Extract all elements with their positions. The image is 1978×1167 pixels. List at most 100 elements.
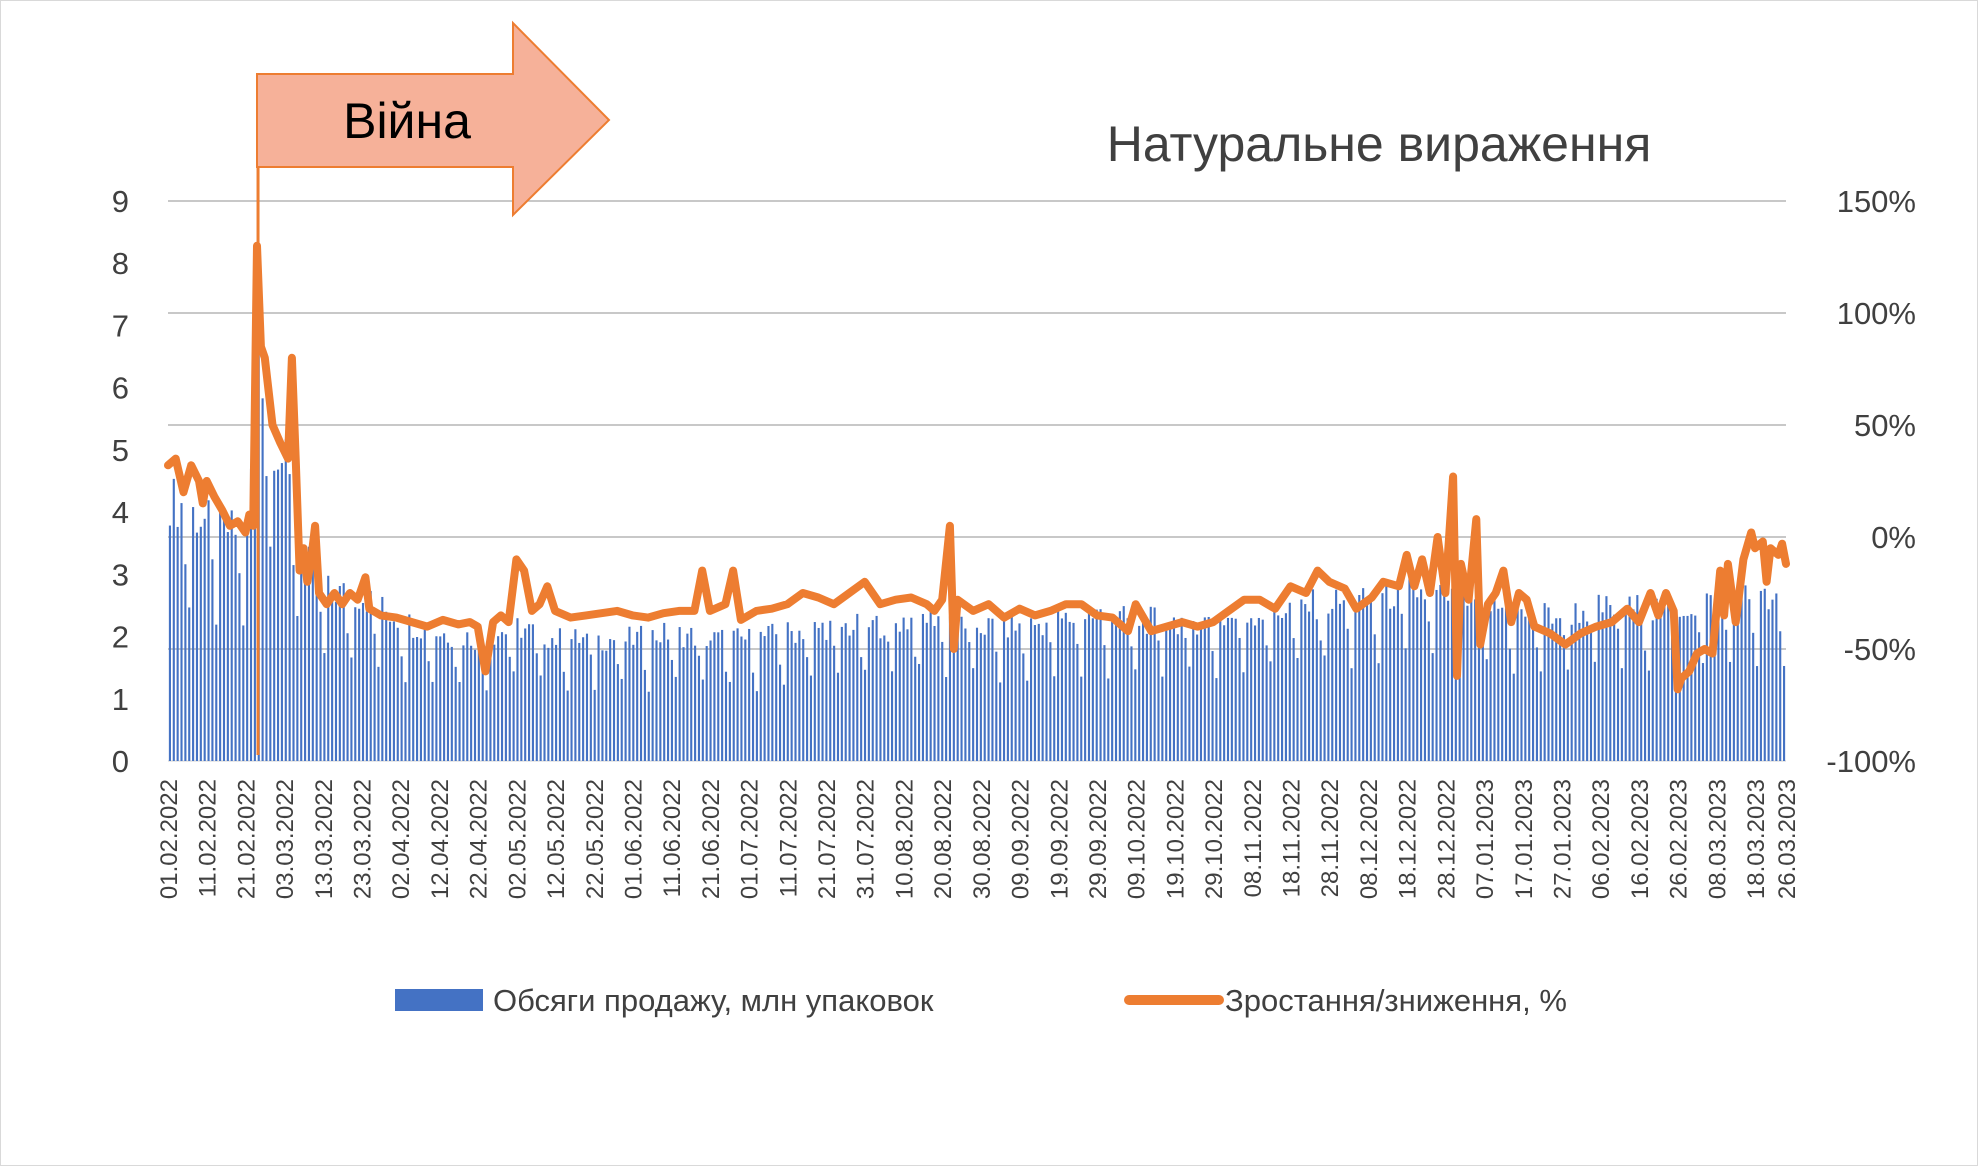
bar [1481, 624, 1484, 761]
bar [1304, 604, 1307, 761]
bar [736, 628, 739, 761]
bar [454, 666, 457, 761]
x-tick-label: 31.07.2022 [853, 779, 880, 899]
bar [1497, 608, 1500, 761]
bar [1671, 630, 1674, 761]
bar [276, 469, 280, 761]
bar [667, 639, 670, 761]
bar [1763, 588, 1766, 761]
bar [987, 618, 990, 761]
bar [385, 611, 388, 761]
bar [493, 644, 496, 761]
bar [1647, 670, 1650, 761]
x-tick-label: 21.06.2022 [698, 779, 725, 899]
bar [500, 632, 504, 761]
bar [284, 439, 287, 761]
bar [1601, 612, 1604, 761]
bar [678, 627, 681, 761]
bar [740, 636, 743, 761]
bar [1118, 611, 1121, 761]
bar [914, 656, 917, 761]
bar [1277, 615, 1280, 761]
bar [470, 645, 473, 761]
bar [176, 526, 179, 761]
bar [547, 647, 550, 761]
bar [748, 628, 751, 761]
bar [1447, 600, 1450, 761]
bar [1613, 614, 1616, 761]
bar [1589, 630, 1593, 761]
bar [531, 624, 534, 761]
bar [813, 622, 816, 761]
bar [1755, 666, 1759, 761]
y-left-tick-label: 0 [112, 744, 129, 779]
bar [589, 654, 592, 761]
bar [535, 653, 538, 761]
bar [1547, 607, 1550, 761]
bar [288, 474, 291, 761]
bar [207, 500, 210, 761]
bar [462, 645, 465, 761]
bar [1377, 663, 1380, 761]
bar [597, 635, 600, 761]
bar [1725, 629, 1728, 761]
bar [296, 616, 299, 761]
bar [1342, 600, 1345, 761]
bar [528, 624, 531, 761]
bar [1416, 597, 1419, 761]
bar [1555, 618, 1558, 761]
bar [848, 635, 851, 761]
bar [1501, 607, 1504, 761]
bar [1624, 611, 1627, 761]
x-tick-label: 02.05.2022 [504, 779, 531, 899]
bar [1041, 635, 1044, 761]
bar [1253, 625, 1257, 761]
y-left-tick-label: 6 [112, 371, 129, 406]
bar [1308, 611, 1311, 761]
bar [1528, 606, 1531, 761]
bar [1404, 648, 1407, 761]
bar [1188, 666, 1191, 761]
bar [964, 628, 967, 761]
bar [1655, 598, 1658, 761]
bar [871, 620, 874, 761]
y-right-tick-label: 100% [1837, 296, 1916, 331]
bar [1717, 594, 1720, 761]
bar [404, 682, 407, 761]
x-tick-label: 11.07.2022 [775, 779, 802, 897]
bar [833, 645, 836, 761]
bar [369, 591, 372, 761]
bar [1578, 622, 1581, 761]
bar [836, 672, 840, 761]
bar [724, 671, 728, 761]
bar [304, 556, 307, 761]
bar [1184, 637, 1187, 761]
bar [1057, 610, 1060, 761]
bar [1628, 596, 1631, 761]
bar [1002, 613, 1006, 761]
bar [694, 645, 697, 761]
legend-bar-swatch [395, 989, 483, 1011]
bar [1748, 599, 1751, 761]
bar [539, 675, 542, 761]
bar [1311, 589, 1315, 761]
bar [790, 631, 793, 761]
bar [188, 607, 191, 761]
bar [373, 633, 376, 761]
x-tick-label: 11.02.2022 [195, 779, 222, 897]
bar [1524, 616, 1527, 761]
y-left-tick-label: 8 [112, 246, 129, 281]
bar [983, 634, 986, 761]
bar [400, 656, 403, 761]
bar [1431, 653, 1434, 761]
bar [555, 644, 558, 761]
bar [1323, 655, 1326, 761]
bar [427, 661, 430, 761]
bar [1215, 678, 1218, 761]
war-arrow-shape [256, 20, 611, 218]
bar [1732, 596, 1735, 761]
bar [446, 642, 450, 761]
legend-bar-label: Обсяги продажу, млн упаковок [493, 983, 934, 1018]
